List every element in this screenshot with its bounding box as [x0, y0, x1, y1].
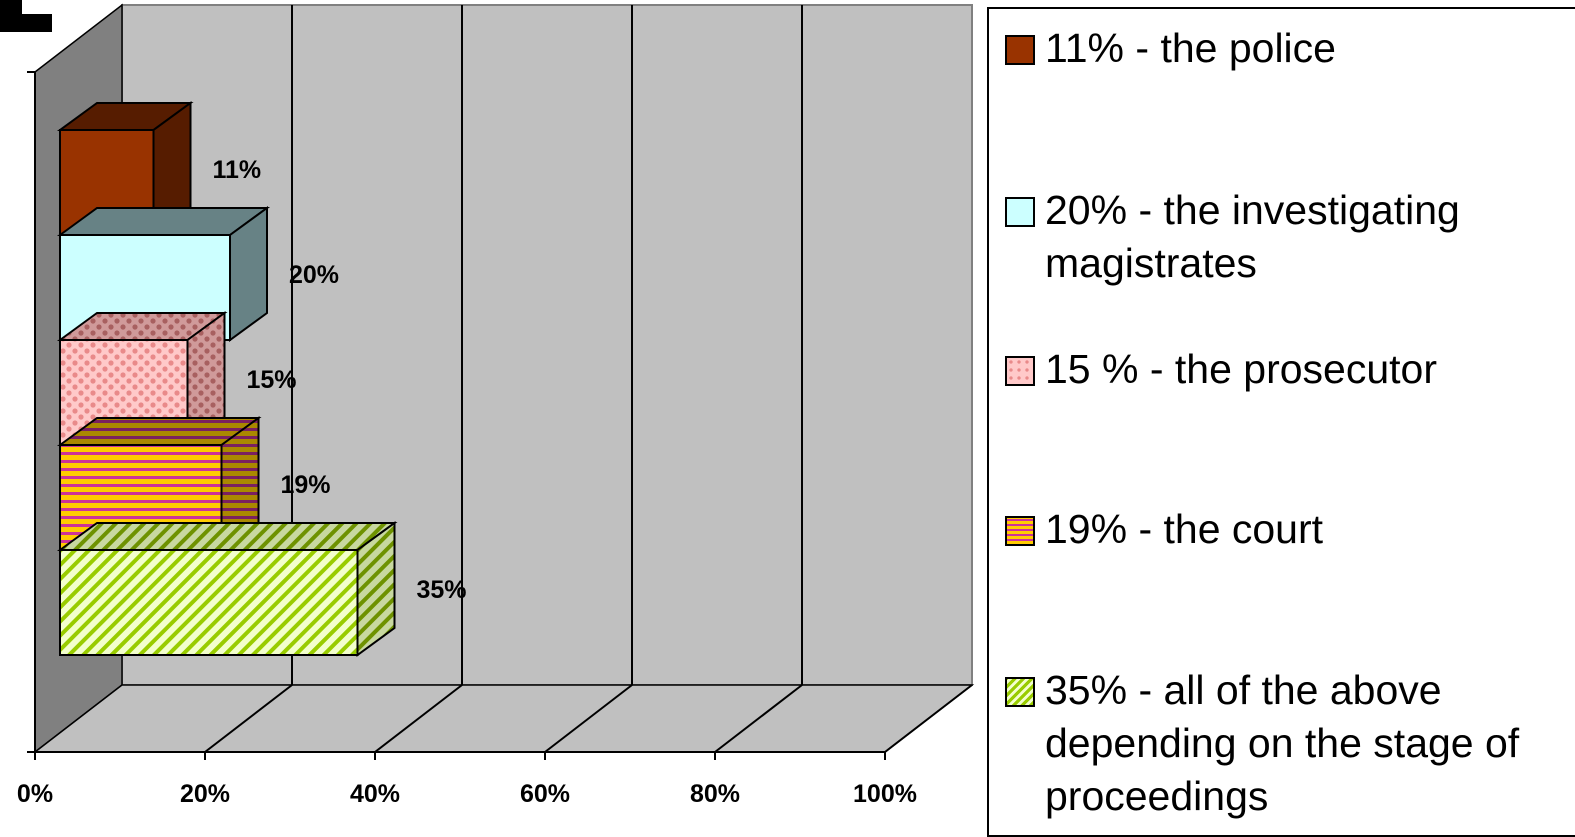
legend-label-police: 11% - the police — [1045, 25, 1336, 71]
data-label: 20% — [289, 261, 339, 289]
corner-mark-inner — [22, 0, 52, 14]
legend-label-prosecutor: 15 % - the prosecutor — [1045, 346, 1437, 392]
bar-front-face — [59, 549, 359, 656]
gridline-floor — [884, 684, 973, 753]
legend: 11% - the police 20% - the investigating… — [987, 7, 1575, 837]
gridline-floor — [714, 684, 803, 753]
legend-swatch-all-of-the-above — [1005, 677, 1035, 707]
legend-swatch-court — [1005, 516, 1035, 546]
bar-side-face — [229, 206, 268, 342]
legend-swatch-police — [1005, 35, 1035, 65]
bar-4 — [56, 521, 398, 657]
legend-item-investigating-magistrates: 20% - the investigating magistrates — [1005, 184, 1565, 290]
legend-item-all-of-the-above: 35% - all of the above depending on the … — [1005, 664, 1565, 823]
bar-1 — [56, 206, 271, 342]
legend-label-investigating-magistrates: 20% - the investigating magistrates — [1045, 187, 1460, 286]
data-label: 19% — [281, 471, 331, 499]
gridline-floor — [204, 684, 293, 753]
legend-swatch-investigating-magistrates — [1005, 197, 1035, 227]
legend-item-prosecutor: 15 % - the prosecutor — [1005, 343, 1565, 396]
legend-item-court: 19% - the court — [1005, 503, 1565, 556]
x-tick-label: 40% — [350, 780, 400, 808]
bar-side-face — [356, 521, 396, 657]
x-tick-label: 20% — [180, 780, 230, 808]
legend-label-all-of-the-above: 35% - all of the above depending on the … — [1045, 667, 1520, 819]
legend-label-court: 19% - the court — [1045, 506, 1324, 552]
x-tick-label: 80% — [690, 780, 740, 808]
legend-item-police: 11% - the police — [1005, 22, 1565, 75]
legend-swatch-prosecutor — [1005, 356, 1035, 386]
x-tick-label: 100% — [853, 780, 917, 808]
floor — [32, 684, 975, 753]
data-label: 15% — [247, 366, 297, 394]
data-label: 35% — [417, 576, 467, 604]
bar-top-face — [56, 522, 398, 551]
gridline-floor — [544, 684, 633, 753]
bar-chart: 0% 20% 40% 60% 80% 100% 11% 20% 15% 19% 35% — [0, 0, 975, 808]
x-tick-label: 0% — [17, 780, 53, 808]
data-label: 11% — [213, 156, 262, 184]
x-tick-label: 60% — [520, 780, 570, 808]
gridline-floor — [374, 684, 463, 753]
